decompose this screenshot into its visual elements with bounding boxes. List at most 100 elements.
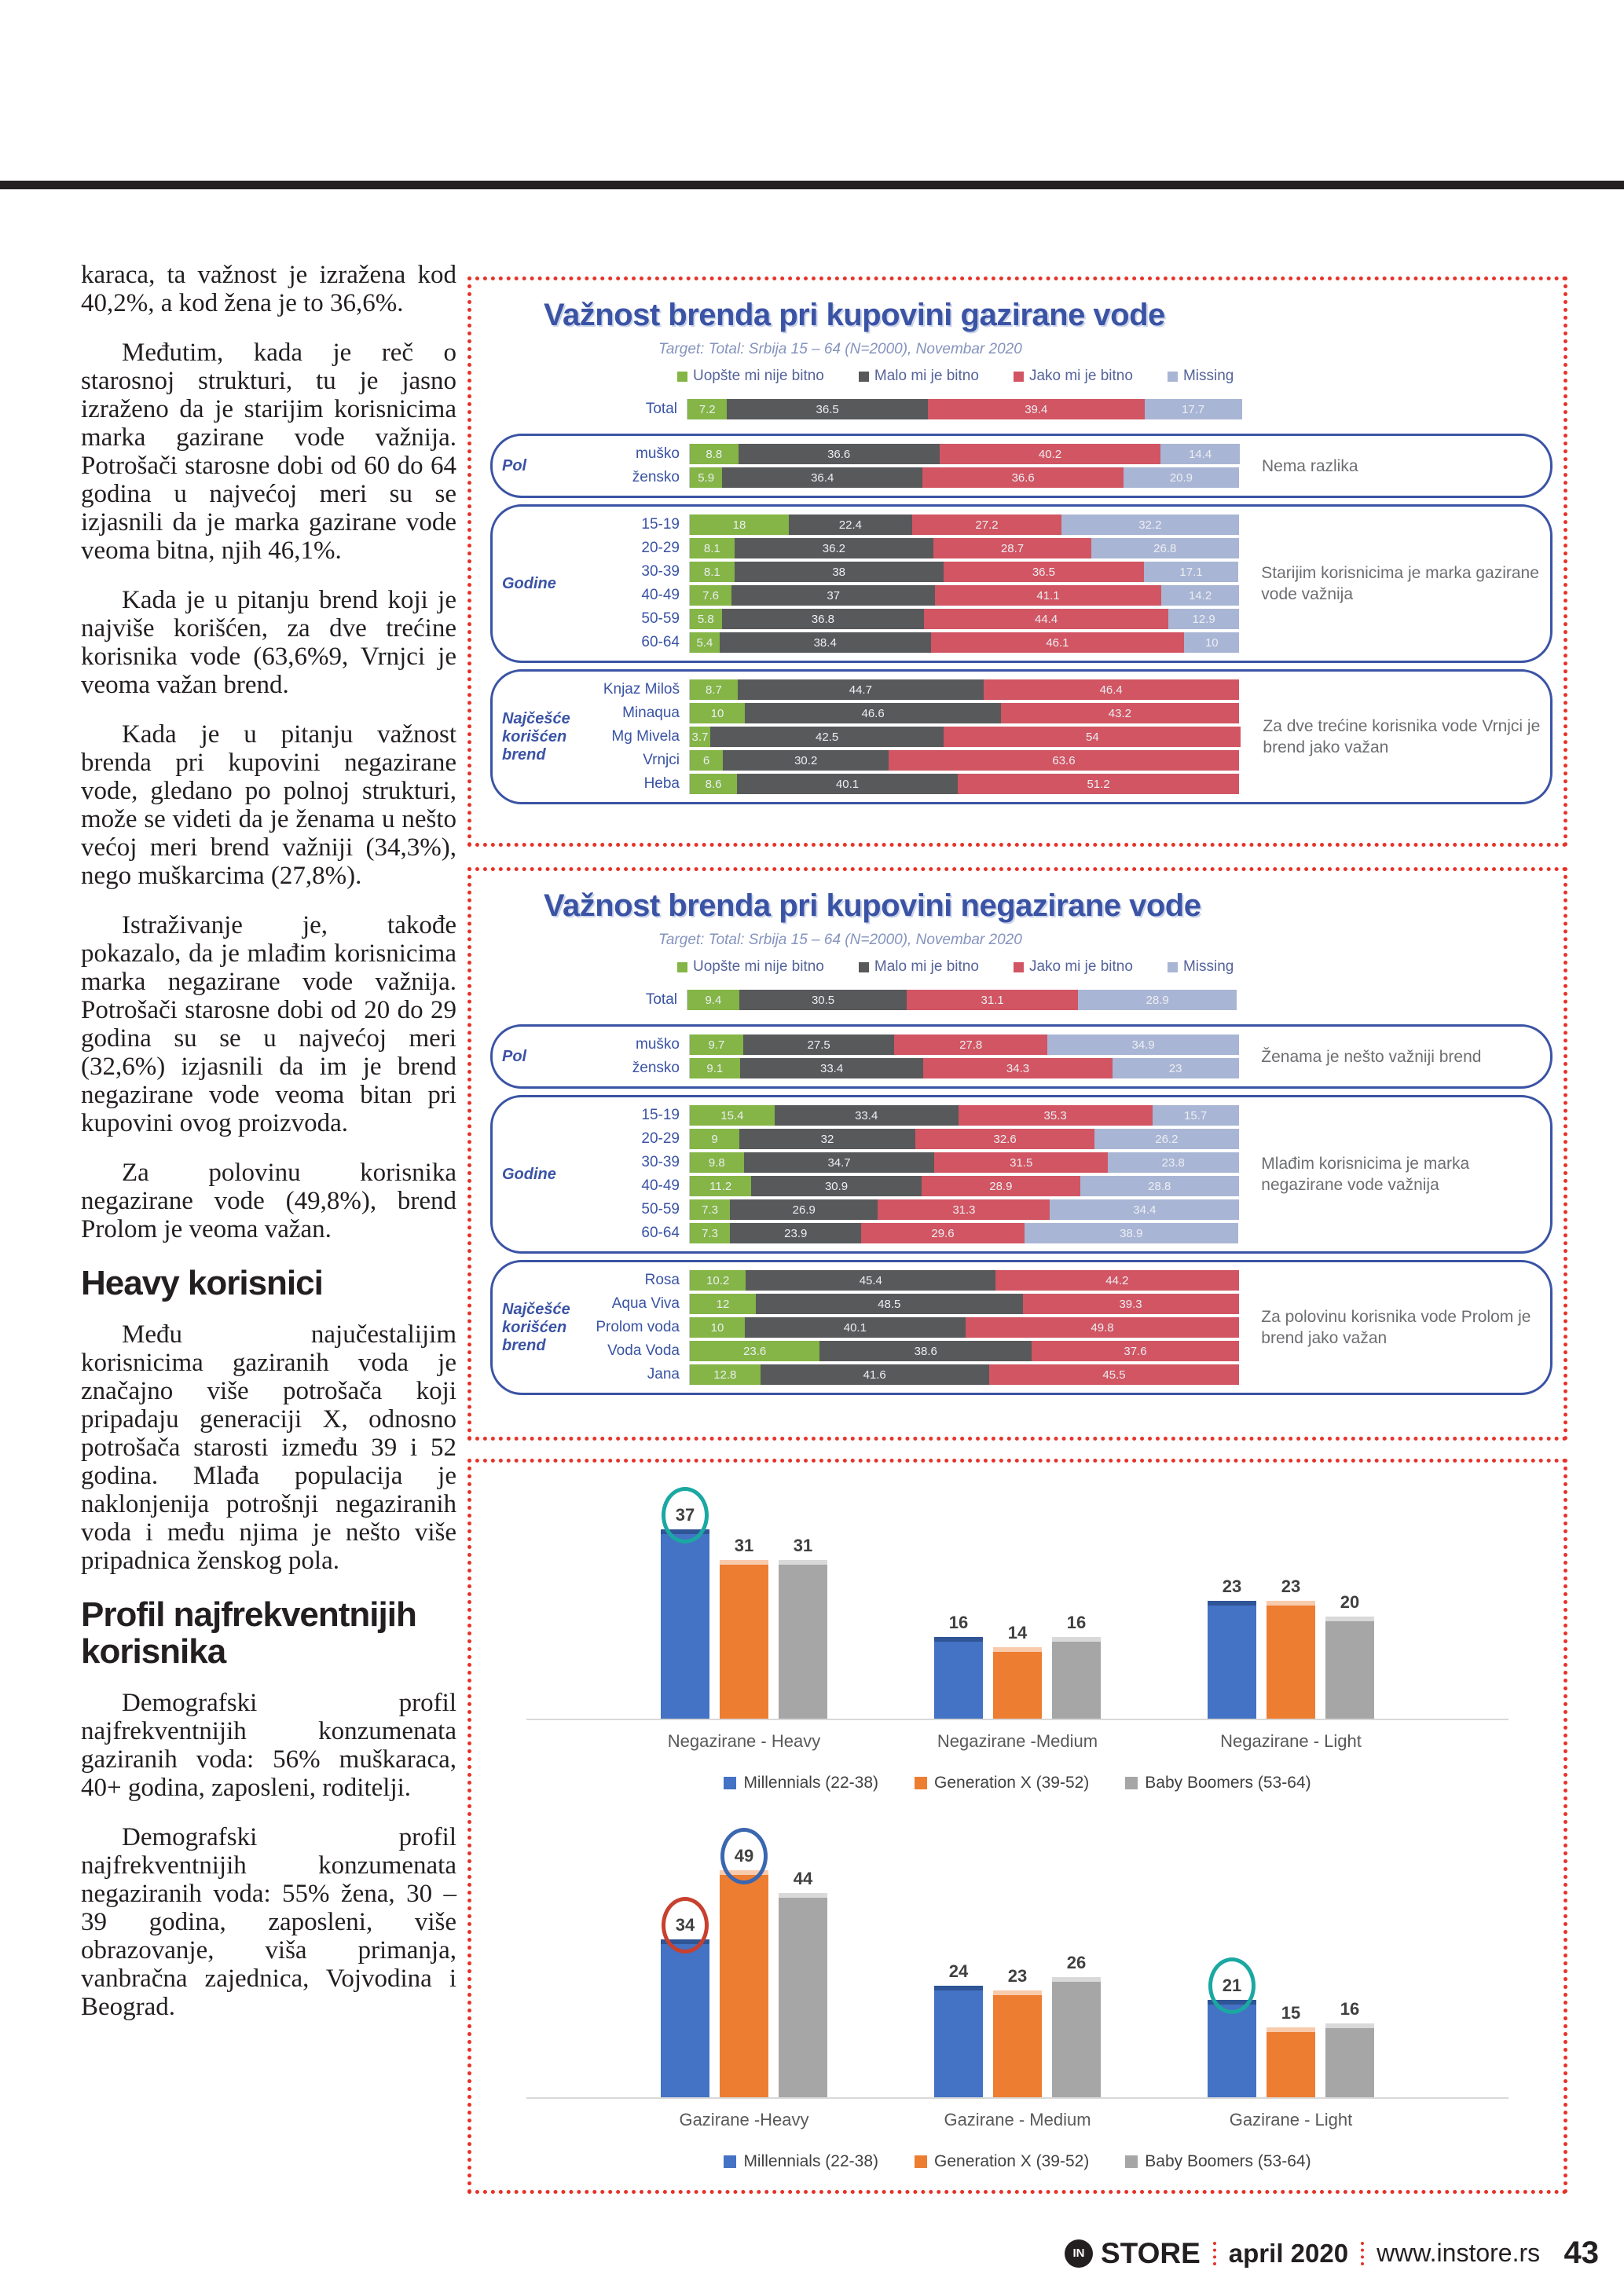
bar-segment: 46.6: [745, 703, 1002, 723]
legend-item: Baby Boomers (53-64): [1125, 1774, 1311, 1792]
legend-swatch: [915, 1777, 928, 1789]
bar-value: 23: [1007, 1966, 1028, 1986]
segment-value: 9: [711, 1132, 718, 1146]
group-label: Pol: [502, 456, 527, 474]
bar-segment: 20.9: [1124, 467, 1239, 488]
segment-value: 33.4: [855, 1108, 878, 1122]
bar-segment: 30.5: [739, 990, 907, 1010]
row-label: 15-19: [641, 516, 680, 533]
segment-value: 32.2: [1138, 518, 1162, 532]
bar-segment: 54: [944, 727, 1241, 747]
bar-segment: 10: [690, 703, 745, 723]
group-rows: Rosa 10.2 45.4 44.2 Aqua Viva 12 48.5 39.3 Prolo…: [573, 1267, 1240, 1388]
chart-row: Heba 8.6 40.1 51.2: [573, 774, 1241, 794]
segment-value: 9.1: [706, 1061, 724, 1075]
segment-value: 14.4: [1188, 447, 1212, 461]
legend-item: Uopšte mi nije bitno: [677, 958, 824, 976]
bar-wrap: 16: [1052, 1613, 1101, 1719]
bar-segment: 12.8: [690, 1364, 761, 1385]
segment-value: 26.9: [792, 1203, 816, 1217]
group-rows: muško 9.7 27.5 27.8 34.9 žensko 9.1 33.4 34.3 23: [573, 1031, 1240, 1082]
bar-segment: 40.1: [745, 1317, 966, 1338]
bar-segment: 32.2: [1061, 514, 1239, 535]
group-frame: Pol muško 8.8 36.6 40.2 14.4 žensko 5.9 36.4 36.6…: [490, 434, 1553, 498]
bar-value: 16: [948, 1613, 969, 1632]
segment-value: 9.7: [708, 1038, 725, 1052]
row-label: Total: [645, 991, 677, 1008]
chart-legend: Uopšte mi nije bitno Malo mi je bitno Jako…: [677, 368, 1553, 385]
segment-value: 30.9: [824, 1179, 849, 1193]
bar-cap: [1052, 1977, 1101, 1982]
group-frame: Godine 15-19 18 22.4 27.2 32.2 20-29 8.1 36.2 28.…: [490, 504, 1553, 663]
bar-segment: 38: [734, 562, 944, 582]
bar-wrap: 16: [934, 1613, 983, 1719]
chart-title: Važnost brenda pri kupovini negazirane v…: [544, 888, 1201, 923]
chart-row: Minaqua 10 46.6 43.2: [573, 703, 1241, 723]
row-label: 30-39: [641, 563, 680, 580]
bar-segment: 36.5: [727, 399, 928, 419]
bar-segment: 31.1: [907, 990, 1078, 1010]
segment-value: 6: [702, 753, 710, 767]
highlighted-bar-value: 21: [1208, 1957, 1256, 2014]
chart-row: Rosa 10.2 45.4 44.2: [573, 1270, 1239, 1291]
highlighted-bar-value: 37: [662, 1487, 709, 1543]
bar-segment: 23.9: [730, 1223, 862, 1243]
segment-value: 15.4: [720, 1108, 744, 1122]
legend-item: Millennials (22-38): [724, 1774, 878, 1792]
bar-value: 16: [1066, 1613, 1087, 1632]
chart-target-note: Target: Total: Srbija 15 – 64 (N=2000), …: [658, 341, 1022, 357]
bar-segment: 37: [731, 585, 936, 606]
row-label: 40-49: [641, 587, 680, 603]
bar: [1325, 1617, 1374, 1719]
segment-value: 35.3: [1043, 1108, 1067, 1122]
row-label: Aqua Viva: [611, 1295, 680, 1312]
segment-value: 27.5: [807, 1038, 830, 1052]
segment-value: 9.4: [705, 993, 722, 1007]
segment-value: 10: [710, 1320, 724, 1335]
bar-cap: [779, 1893, 827, 1898]
bar-segment: 10: [690, 1317, 745, 1338]
segment-value: 31.3: [952, 1203, 976, 1217]
section-heading: Heavy korisnici: [81, 1264, 324, 1302]
chart-row: 40-49 7.6 37 41.1 14.2: [573, 585, 1240, 606]
segment-value: 28.9: [1146, 993, 1169, 1007]
bar-segment: 40.1: [737, 774, 958, 794]
bar-wrap: 15: [1267, 2003, 1315, 2097]
group-axis-label: Negazirane - Heavy: [667, 1731, 821, 1751]
bar: [1208, 2000, 1256, 2097]
legend-label: Uopšte mi nije bitno: [693, 958, 824, 975]
chart-row: žensko 9.1 33.4 34.3 23: [573, 1058, 1239, 1078]
legend-label: Millennials (22-38): [743, 1774, 879, 1792]
segment-value: 10: [1204, 635, 1219, 650]
bar-track: 7.3 23.9 29.6 38.9: [689, 1223, 1238, 1243]
bar-segment: 63.6: [889, 750, 1239, 771]
row-label: žensko: [632, 469, 680, 485]
bar-group: 23 23 20: [1208, 1576, 1374, 1719]
chart-row: žensko 5.9 36.4 36.6 20.9: [573, 467, 1240, 488]
bar: [1052, 1977, 1101, 2097]
bar-value: 24: [948, 1961, 969, 1981]
bar-segment: 23.6: [690, 1341, 820, 1361]
segment-value: 15.7: [1184, 1108, 1208, 1122]
bar-cap: [993, 1990, 1042, 1995]
bar: [720, 1870, 768, 2097]
bar-wrap: 31: [779, 1536, 827, 1719]
bar-track: 5.9 36.4 36.6 20.9: [689, 467, 1239, 488]
bar-value: 16: [1340, 1999, 1360, 2019]
annotation-note: Starijim korisnicima je marka gazirane v…: [1261, 564, 1539, 603]
bar-cap: [1325, 2023, 1374, 2028]
segment-value: 7.3: [702, 1203, 718, 1217]
bar-segment: 9.4: [687, 990, 739, 1010]
legend-label: Malo mi je bitno: [874, 958, 979, 975]
bar-track: 9 32 32.6 26.2: [689, 1129, 1239, 1149]
article-paragraph: Među najučestalijim korisnicima gazirani…: [81, 1320, 456, 1575]
bar-wrap: 24: [934, 1961, 983, 2097]
segment-value: 48.5: [878, 1297, 901, 1311]
bar-value: 44: [793, 1869, 813, 1888]
segment-value: 23.6: [742, 1344, 767, 1358]
bar-segment: 30.2: [723, 750, 889, 771]
bar-segment: 44.4: [924, 609, 1168, 629]
segment-value: 46.6: [861, 706, 885, 720]
group-axis-label: Gazirane - Light: [1229, 2110, 1353, 2129]
bar-track: 9.4 30.5 31.1 28.9: [687, 990, 1237, 1010]
